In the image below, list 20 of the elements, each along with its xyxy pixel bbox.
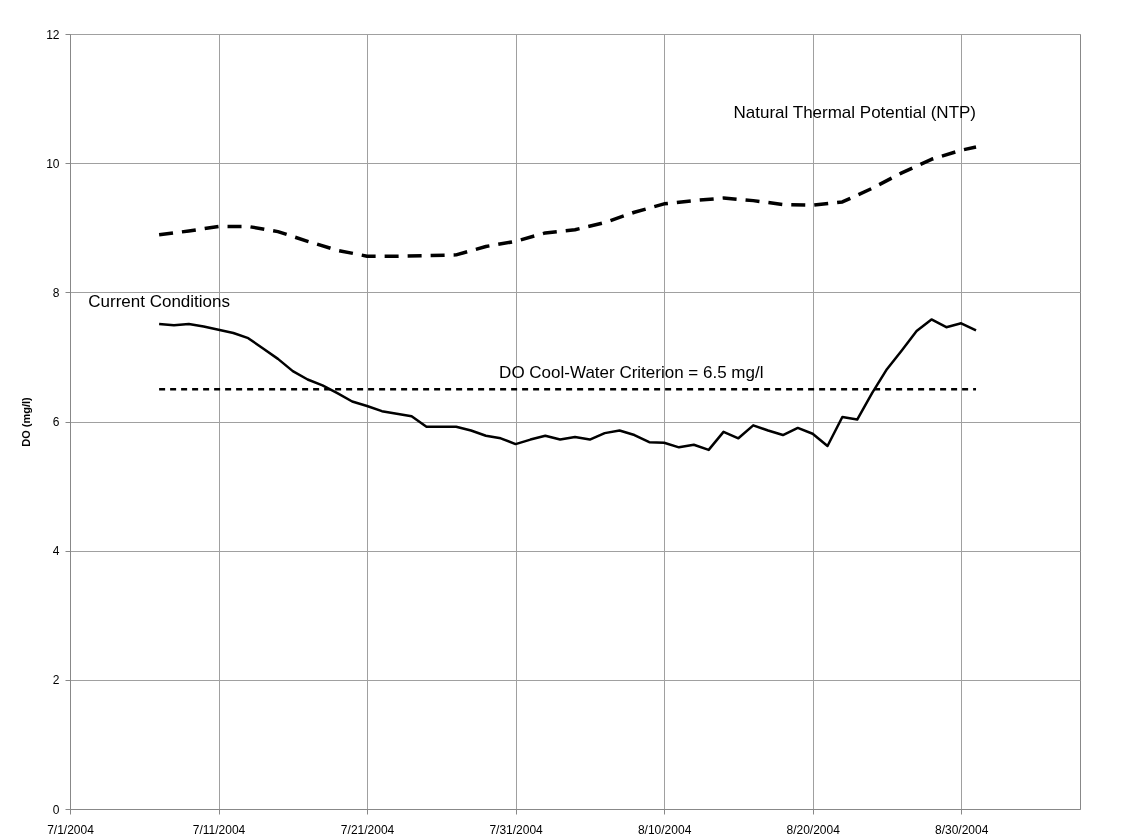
y-tick-label: 6 — [52, 415, 60, 429]
y-tick-label: 8 — [52, 285, 60, 300]
y-tick-label: 10 — [46, 156, 60, 171]
y-tick-label: 2 — [52, 673, 60, 688]
y-tick-label: 0 — [52, 802, 60, 817]
x-tick-label: 7/31/2004 — [489, 822, 544, 837]
series-label: DO Cool-Water Criterion = 6.5 mg/l — [499, 363, 764, 383]
x-tick-label: 8/30/2004 — [934, 822, 989, 837]
line-series — [157, 145, 978, 258]
x-tick-label: 7/1/2004 — [47, 822, 95, 837]
x-tick-label: 8/20/2004 — [786, 822, 841, 837]
y-tick-label: 4 — [52, 544, 60, 559]
y-tick-label: 12 — [46, 27, 60, 42]
line-series — [157, 318, 978, 452]
series-label: Current Conditions — [88, 291, 230, 311]
x-tick-label: 8/10/2004 — [637, 822, 692, 837]
x-tick-label: 7/21/2004 — [340, 822, 395, 837]
series-label: Natural Thermal Potential (NTP) — [733, 103, 977, 123]
x-tick-label: 7/11/2004 — [192, 822, 246, 837]
y-axis-title: DO (mg/l) — [20, 396, 33, 447]
